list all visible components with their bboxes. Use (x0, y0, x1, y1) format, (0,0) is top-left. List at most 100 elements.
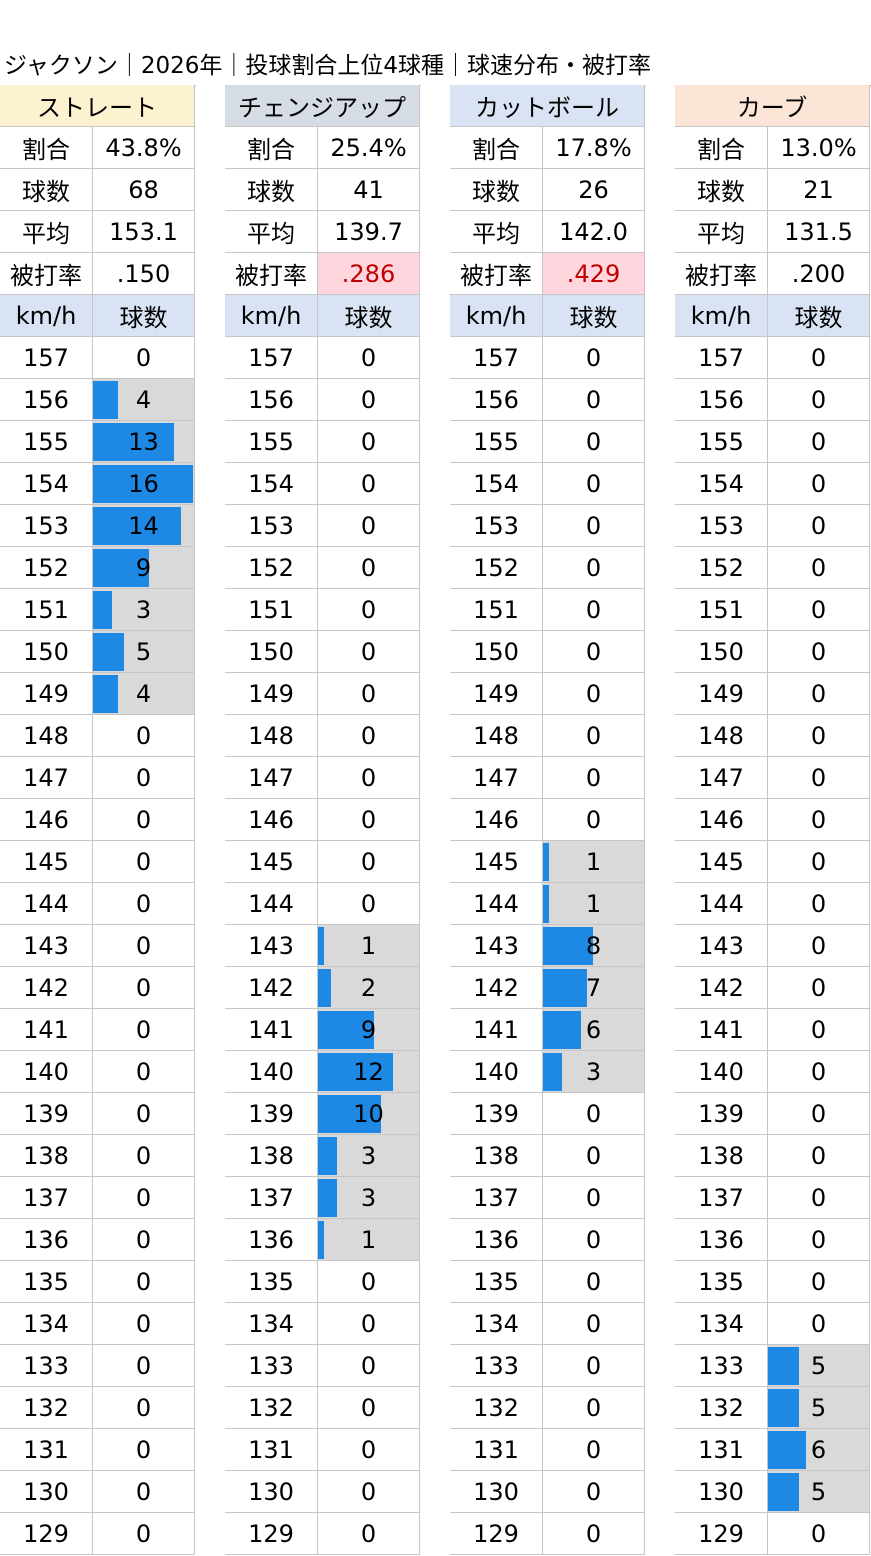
speed-cell: 152 (450, 547, 543, 589)
count-cell: 3 (318, 1135, 420, 1177)
speed-cell: 129 (450, 1513, 543, 1555)
pitch-name-text: カットボール (475, 94, 619, 122)
stat-value: .286 (318, 253, 420, 295)
count-text: 0 (135, 1435, 152, 1464)
speed-cell: 154 (675, 463, 768, 505)
speed-text: 135 (248, 1267, 294, 1296)
count-text: 10 (353, 1099, 384, 1128)
count-cell: 0 (543, 1471, 645, 1513)
speed-cell: 145 (450, 841, 543, 883)
stat-label: 被打率 (675, 253, 768, 295)
count-text: 0 (135, 1477, 152, 1506)
count-cell: 0 (768, 673, 870, 715)
count-cell: 0 (768, 379, 870, 421)
speed-text: 134 (698, 1309, 744, 1338)
stat-value: 43.8% (93, 127, 195, 169)
count-cell: 6 (768, 1429, 870, 1471)
count-text: 0 (135, 1519, 152, 1548)
speed-cell: 137 (675, 1177, 768, 1219)
count-cell: 0 (768, 925, 870, 967)
count-bar (93, 465, 193, 503)
count-cell: 0 (93, 1009, 195, 1051)
count-text: 0 (135, 763, 152, 792)
count-bar (318, 1011, 375, 1049)
speed-cell: 137 (225, 1177, 318, 1219)
count-text: 14 (128, 511, 159, 540)
speed-text: 142 (23, 973, 69, 1002)
count-cell: 12 (318, 1051, 420, 1093)
speed-cell: 149 (0, 673, 93, 715)
speed-text: 147 (473, 763, 519, 792)
stat-label-text: 平均 (247, 220, 295, 248)
count-text: 0 (360, 1351, 377, 1380)
speed-cell: 146 (450, 799, 543, 841)
count-text: 0 (810, 889, 827, 918)
count-cell: 0 (543, 1429, 645, 1471)
count-text: 0 (585, 721, 602, 750)
speed-cell: 146 (0, 799, 93, 841)
stat-label: 被打率 (450, 253, 543, 295)
stat-label: 平均 (0, 211, 93, 253)
count-text: 3 (360, 1141, 377, 1170)
speed-cell: 147 (675, 757, 768, 799)
count-text: 0 (810, 931, 827, 960)
count-cell: 0 (93, 1387, 195, 1429)
speed-cell: 156 (0, 379, 93, 421)
count-text: 0 (585, 1435, 602, 1464)
count-text: 0 (360, 343, 377, 372)
count-bar (93, 549, 150, 587)
speed-text: 145 (248, 847, 294, 876)
stat-value: 26 (543, 169, 645, 211)
stat-value-text: 153.1 (109, 217, 178, 246)
count-text: 0 (135, 1309, 152, 1338)
stat-label-text: 被打率 (685, 262, 757, 290)
count-text: 0 (135, 1141, 152, 1170)
speed-cell: 147 (225, 757, 318, 799)
count-text: 0 (810, 763, 827, 792)
speed-text: 129 (248, 1519, 294, 1548)
speed-text: 149 (473, 679, 519, 708)
column-header: 球数 (93, 295, 195, 337)
speed-cell: 147 (450, 757, 543, 799)
stat-label-text: 平均 (697, 220, 745, 248)
count-text: 0 (585, 1183, 602, 1212)
count-text: 0 (810, 721, 827, 750)
speed-text: 147 (23, 763, 69, 792)
count-text: 0 (585, 511, 602, 540)
speed-text: 139 (473, 1099, 519, 1128)
stat-label-text: 球数 (472, 178, 520, 206)
count-cell: 0 (318, 1261, 420, 1303)
count-text: 0 (585, 385, 602, 414)
count-bar (318, 1053, 393, 1091)
count-cell: 0 (543, 379, 645, 421)
count-cell: 0 (768, 631, 870, 673)
speed-cell: 139 (450, 1093, 543, 1135)
speed-text: 148 (248, 721, 294, 750)
count-cell: 0 (543, 1135, 645, 1177)
speed-text: 145 (698, 847, 744, 876)
count-cell: 0 (93, 841, 195, 883)
count-cell: 0 (93, 1429, 195, 1471)
stat-value-text: 43.8% (105, 133, 182, 162)
count-cell: 0 (543, 1345, 645, 1387)
count-cell: 0 (768, 1135, 870, 1177)
count-cell: 0 (93, 1261, 195, 1303)
speed-cell: 155 (0, 421, 93, 463)
speed-cell: 132 (225, 1387, 318, 1429)
speed-text: 140 (473, 1057, 519, 1086)
count-text: 0 (360, 637, 377, 666)
count-bar (93, 423, 175, 461)
count-cell: 0 (318, 421, 420, 463)
count-text: 0 (810, 511, 827, 540)
speed-text: 153 (473, 511, 519, 540)
stat-value-text: 25.4% (330, 133, 407, 162)
stat-label-text: 平均 (22, 220, 70, 248)
stat-label-text: 割合 (247, 136, 295, 164)
column-header-text: 球数 (569, 304, 618, 332)
count-cell: 0 (768, 967, 870, 1009)
count-text: 0 (585, 343, 602, 372)
stat-value-text: 13.0% (780, 133, 857, 162)
count-bar (318, 1179, 337, 1217)
speed-cell: 130 (0, 1471, 93, 1513)
